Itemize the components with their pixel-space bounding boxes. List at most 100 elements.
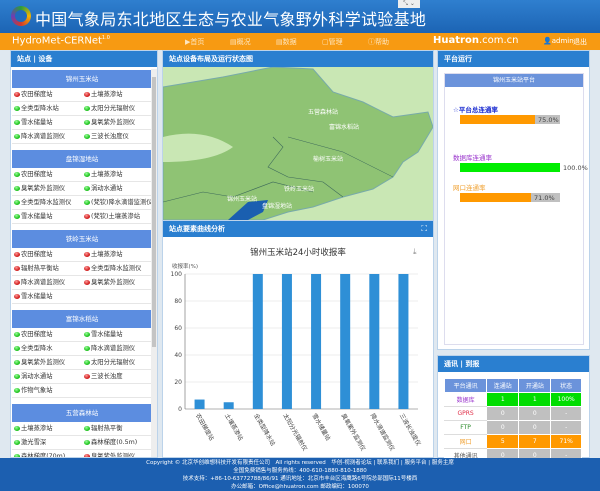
device-item[interactable]: 涡动水通站	[82, 182, 152, 196]
device-item[interactable]: 辐射热平衡站	[12, 262, 82, 276]
nav-help[interactable]: ⓘ帮助	[368, 38, 389, 46]
device-item[interactable]: (梵钦)土壤蒸渗站	[82, 210, 152, 224]
bar[interactable]	[340, 274, 351, 409]
device-item[interactable]: 臭氧紫外监测仪	[82, 116, 152, 130]
nav-overview[interactable]: ▤概况	[230, 38, 251, 46]
station-header[interactable]: 锦州玉米站	[12, 70, 152, 88]
device-item[interactable]: 作物气象站	[12, 384, 82, 398]
device-item[interactable]: 三波长浊度	[82, 370, 152, 384]
device-item[interactable]: 降水滴谱监测仪	[12, 276, 82, 290]
partner-logo: Huatron.com.cn	[433, 35, 519, 46]
table-cell: 网口	[443, 434, 488, 449]
status-green-icon	[14, 105, 20, 111]
map-station-label[interactable]: 锦州玉米站	[227, 196, 258, 203]
station-header[interactable]: 富锦水稻站	[12, 310, 152, 328]
user-link[interactable]: 👤admin	[543, 37, 574, 45]
progress-fill	[460, 163, 560, 172]
status-green-icon	[14, 453, 20, 457]
device-item[interactable]: 降水滴谱监测仪	[12, 130, 82, 144]
device-item[interactable]: 土壤蒸渗站	[82, 248, 152, 262]
status-red-icon	[84, 265, 90, 271]
device-item[interactable]: 全类型降水	[12, 342, 82, 356]
device-label: 雪水储量站	[21, 293, 53, 300]
download-icon[interactable]: ⤓	[413, 247, 417, 256]
device-label: 降水滴谱监测仪	[91, 345, 136, 352]
bar[interactable]	[194, 399, 205, 409]
device-item[interactable]: 农田梯度站	[12, 88, 82, 102]
device-item[interactable]: 雪水储量站	[12, 116, 82, 130]
nav-manage[interactable]: ▢管理	[322, 38, 343, 46]
device-label: 森林梯度(70m)	[21, 453, 66, 457]
bar[interactable]	[281, 274, 292, 409]
map-station-label[interactable]: 富锦水稻站	[329, 124, 360, 131]
device-item[interactable]: (梵钦)降水滴谱监测仪	[82, 196, 152, 210]
device-item[interactable]: 全类型降水站	[12, 102, 82, 116]
bar[interactable]	[398, 274, 409, 409]
device-item[interactable]: 臭氧紫外监测仪	[12, 182, 82, 196]
device-item[interactable]: 辐射热平衡	[82, 422, 152, 436]
device-item[interactable]: 农田梯度站	[12, 248, 82, 262]
y-tick-label: 40	[174, 352, 182, 359]
device-item[interactable]: 激光雪深	[12, 436, 82, 450]
bar[interactable]	[311, 274, 322, 409]
logo	[11, 6, 31, 26]
empty-cell	[82, 384, 152, 398]
device-label: 辐射热平衡站	[21, 265, 59, 272]
status-green-icon	[14, 185, 20, 191]
map-panel: 站点设备布局及运行状态图 五营森林站富锦水稻站榆树玉米站铁岭玉米站锦州玉米站 盘锦…	[162, 50, 434, 220]
platform-box: 锦州玉米站平台 ☆平台总连通率 75.0% 数据库连通率 100.0% 网口连通率 71.…	[444, 73, 588, 345]
station-header[interactable]: 五营森林站	[12, 404, 152, 422]
site-title: 中国气象局东北地区生态与农业气象野外科学试验基地	[35, 10, 427, 29]
collapse-toggle[interactable]: ⤡ ⌄	[398, 0, 420, 8]
status-green-icon	[14, 133, 20, 139]
device-item[interactable]: 全类型降水监测仪	[82, 262, 152, 276]
scrollbar-thumb[interactable]	[152, 77, 156, 347]
device-item[interactable]: 农田梯度站	[12, 328, 82, 342]
station-map[interactable]	[163, 67, 433, 220]
map-station-label[interactable]: 榆树玉米站	[313, 156, 344, 163]
device-item[interactable]: 三波长浊度仪	[82, 130, 152, 144]
nav-home[interactable]: ▶首页	[185, 38, 205, 46]
table-row: 数据库 1 1 100%	[443, 392, 582, 407]
bar[interactable]	[369, 274, 380, 409]
device-item[interactable]: 涡动水通站	[12, 370, 82, 384]
map-station-label[interactable]: 五营森林站	[308, 109, 339, 116]
device-item[interactable]: 土壤蒸渗站	[82, 88, 152, 102]
fullscreen-icon[interactable]: ⛶	[421, 224, 427, 233]
device-item[interactable]: 全类型降水监测仪	[12, 196, 82, 210]
status-green-icon	[84, 133, 90, 139]
device-item[interactable]: 臭氧紫外监测仪	[12, 356, 82, 370]
bar[interactable]	[223, 402, 234, 409]
device-label: 作物气象站	[21, 387, 53, 394]
map-station-label[interactable]: 盘锦湿地站	[262, 203, 293, 210]
device-item[interactable]: 雪水储量站	[12, 290, 82, 304]
station-header[interactable]: 盘锦湿地站	[12, 150, 152, 168]
device-item[interactable]: 森林梯度(0.5m)	[82, 436, 152, 450]
y-tick-label: 0	[178, 406, 182, 413]
device-item[interactable]: 雪水储量站	[12, 210, 82, 224]
nav-data[interactable]: ▤数据	[276, 38, 297, 46]
device-item[interactable]: 森林梯度(70m)	[12, 450, 82, 457]
device-item[interactable]: 土壤蒸渗站	[82, 168, 152, 182]
status-green-icon	[14, 213, 20, 219]
device-item[interactable]: 太阳分光辐射仪	[82, 102, 152, 116]
scrollbar[interactable]	[151, 69, 157, 457]
device-label: 激光雪深	[21, 439, 47, 446]
x-tick-label: 臭氧紫外监测仪	[339, 412, 367, 452]
logout-link[interactable]: 退出	[573, 38, 587, 46]
device-item[interactable]: 农田梯度站	[12, 168, 82, 182]
status-green-icon	[14, 359, 20, 365]
progress-fill	[460, 115, 535, 124]
device-label: (梵钦)降水滴谱监测仪	[91, 199, 152, 206]
device-item[interactable]: 太阳分光辐射仪	[82, 356, 152, 370]
map-station-label[interactable]: 铁岭玉米站	[284, 186, 315, 193]
bar[interactable]	[252, 274, 263, 409]
panel-title: 站点设备布局及运行状态图	[163, 51, 433, 67]
device-item[interactable]: 臭氧紫外监测仪	[82, 276, 152, 290]
station-header[interactable]: 铁岭玉米站	[12, 230, 152, 248]
device-label: 臭氧紫外监测仪	[91, 279, 136, 286]
device-item[interactable]: 土壤蒸渗站	[12, 422, 82, 436]
device-item[interactable]: 降水滴谱监测仪	[82, 342, 152, 356]
device-item[interactable]: 雪水储量站	[82, 328, 152, 342]
device-item[interactable]: 臭氧紫外监测仪	[82, 450, 152, 457]
